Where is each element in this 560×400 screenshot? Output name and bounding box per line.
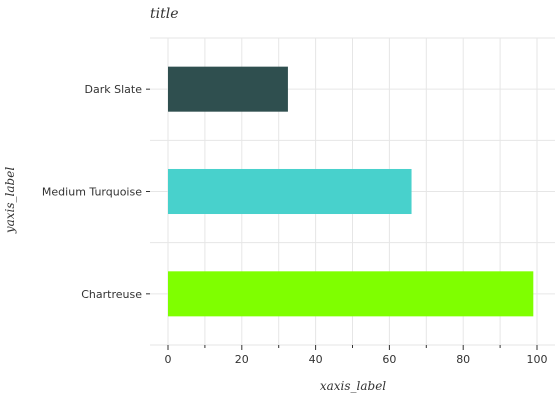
chart-title: title [150, 6, 179, 22]
x-tick-label: 20 [235, 353, 249, 366]
y-tick-label: Medium Turquoise [42, 186, 142, 199]
x-tick-label: 60 [382, 353, 396, 366]
bars [168, 66, 534, 317]
x-tick-label: 40 [309, 353, 323, 366]
x-axis-label: xaxis_label [320, 379, 386, 393]
x-tick-labels: 0 20 40 60 80 100 [165, 345, 548, 366]
x-tick-label: 0 [165, 353, 172, 366]
x-tick-label: 100 [527, 353, 548, 366]
bar-medium-turquoise [168, 168, 412, 215]
y-axis-label: yaxis_label [3, 167, 17, 234]
x-tick-label: 80 [456, 353, 470, 366]
y-tick-labels: Dark Slate Medium Turquoise Chartreuse [42, 83, 150, 301]
y-tick-label: Chartreuse [81, 288, 142, 301]
y-tick-label: Dark Slate [85, 83, 143, 96]
bar-chartreuse [168, 271, 534, 317]
bar-dark-slate [168, 66, 288, 112]
